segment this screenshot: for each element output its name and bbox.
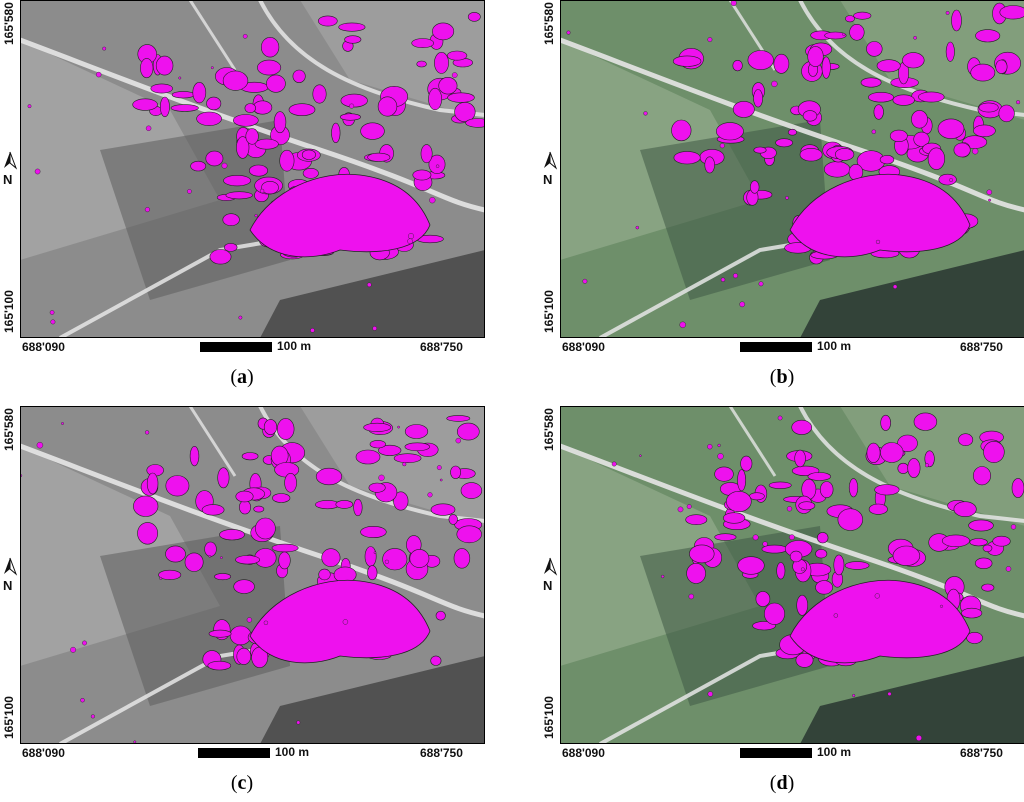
scale-label: 100 m bbox=[277, 339, 312, 353]
north-label: N bbox=[543, 578, 553, 593]
y-coordinate-top: 165'580 bbox=[2, 408, 16, 452]
y-coordinate-bottom: 165'100 bbox=[542, 290, 556, 334]
north-label: N bbox=[3, 578, 13, 593]
scale-label: 100 m bbox=[817, 745, 852, 759]
y-coordinate-bottom: 165'100 bbox=[2, 696, 16, 740]
x-coordinate-left: 688'090 bbox=[562, 340, 605, 354]
x-coordinate-right: 688'750 bbox=[420, 746, 463, 760]
scale-label: 100 m bbox=[817, 339, 852, 353]
x-coordinate-left: 688'090 bbox=[22, 340, 65, 354]
scale-bar bbox=[200, 342, 272, 352]
map-image bbox=[560, 0, 1024, 338]
y-coordinate-bottom: 165'100 bbox=[2, 290, 16, 334]
x-coordinate-left: 688'090 bbox=[22, 746, 65, 760]
map-panel-b: 165'580 N 165'100 688'090 100 m 688'750 … bbox=[540, 0, 1024, 400]
y-coordinate-top: 165'580 bbox=[2, 2, 16, 46]
scale-bar bbox=[198, 748, 270, 758]
map-panel-c: 165'580 N 165'100 688'090 100 m 688'750 … bbox=[0, 406, 500, 802]
north-arrow-icon bbox=[4, 151, 18, 170]
panel-label: (d) bbox=[769, 772, 795, 794]
map-panel-a: 165'580 N 165'100 688'090 100 m 688'750 … bbox=[0, 0, 500, 400]
map-image bbox=[560, 406, 1024, 744]
north-label: N bbox=[543, 172, 553, 187]
scale-bar bbox=[740, 342, 812, 352]
panel-label: (c) bbox=[230, 772, 254, 794]
y-coordinate-top: 165'580 bbox=[542, 2, 556, 46]
x-coordinate-right: 688'750 bbox=[420, 340, 463, 354]
x-coordinate-right: 688'750 bbox=[960, 746, 1003, 760]
north-arrow-icon bbox=[544, 151, 558, 170]
x-coordinate-right: 688'750 bbox=[960, 340, 1003, 354]
map-image bbox=[20, 0, 485, 338]
north-arrow-icon bbox=[4, 557, 18, 576]
map-panel-d: 165'580 N 165'100 688'090 100 m 688'750 … bbox=[540, 406, 1024, 802]
north-label: N bbox=[3, 172, 13, 187]
y-coordinate-top: 165'580 bbox=[542, 408, 556, 452]
panel-label: (a) bbox=[230, 366, 254, 388]
scale-label: 100 m bbox=[275, 745, 310, 759]
x-coordinate-left: 688'090 bbox=[562, 746, 605, 760]
map-image bbox=[20, 406, 485, 744]
panel-label: (b) bbox=[769, 366, 795, 388]
scale-bar bbox=[740, 748, 812, 758]
y-coordinate-bottom: 165'100 bbox=[542, 696, 556, 740]
north-arrow-icon bbox=[544, 557, 558, 576]
